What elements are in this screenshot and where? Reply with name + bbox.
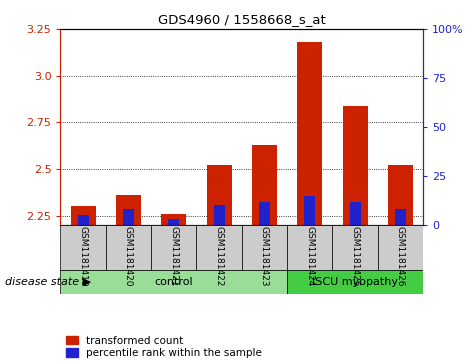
Text: GSM1181423: GSM1181423 [260, 226, 269, 286]
Bar [304, 196, 315, 225]
Bar [242, 225, 287, 270]
Text: GSM1181419: GSM1181419 [79, 226, 87, 286]
Bar [297, 42, 322, 225]
Text: GSM1181424: GSM1181424 [306, 226, 314, 286]
Bar [168, 219, 179, 225]
Bar [60, 270, 287, 294]
Bar [206, 165, 232, 225]
Bar [161, 214, 186, 225]
Bar [71, 207, 96, 225]
Bar [213, 205, 225, 225]
Text: GSM1181421: GSM1181421 [169, 226, 178, 286]
Text: GSM1181420: GSM1181420 [124, 226, 133, 286]
Bar [395, 209, 406, 225]
Title: GDS4960 / 1558668_s_at: GDS4960 / 1558668_s_at [158, 13, 326, 26]
Bar [287, 270, 423, 294]
Bar [123, 209, 134, 225]
Text: GSM1181426: GSM1181426 [396, 226, 405, 286]
Text: disease state ▶: disease state ▶ [5, 276, 91, 286]
Bar [287, 225, 332, 270]
Legend: transformed count, percentile rank within the sample: transformed count, percentile rank withi… [66, 336, 262, 358]
Bar [388, 165, 413, 225]
Text: control: control [154, 277, 193, 287]
Bar [259, 201, 270, 225]
Bar [116, 195, 141, 225]
Bar [151, 225, 197, 270]
Bar [106, 225, 151, 270]
Bar [350, 201, 361, 225]
Text: GSM1181425: GSM1181425 [351, 226, 359, 286]
Text: GSM1181422: GSM1181422 [215, 226, 224, 286]
Bar [78, 215, 89, 225]
Text: ISCU myopathy: ISCU myopathy [312, 277, 398, 287]
Bar [196, 225, 242, 270]
Bar [252, 145, 277, 225]
Bar [60, 225, 106, 270]
Bar [343, 106, 368, 225]
Bar [378, 225, 423, 270]
Bar [332, 225, 378, 270]
